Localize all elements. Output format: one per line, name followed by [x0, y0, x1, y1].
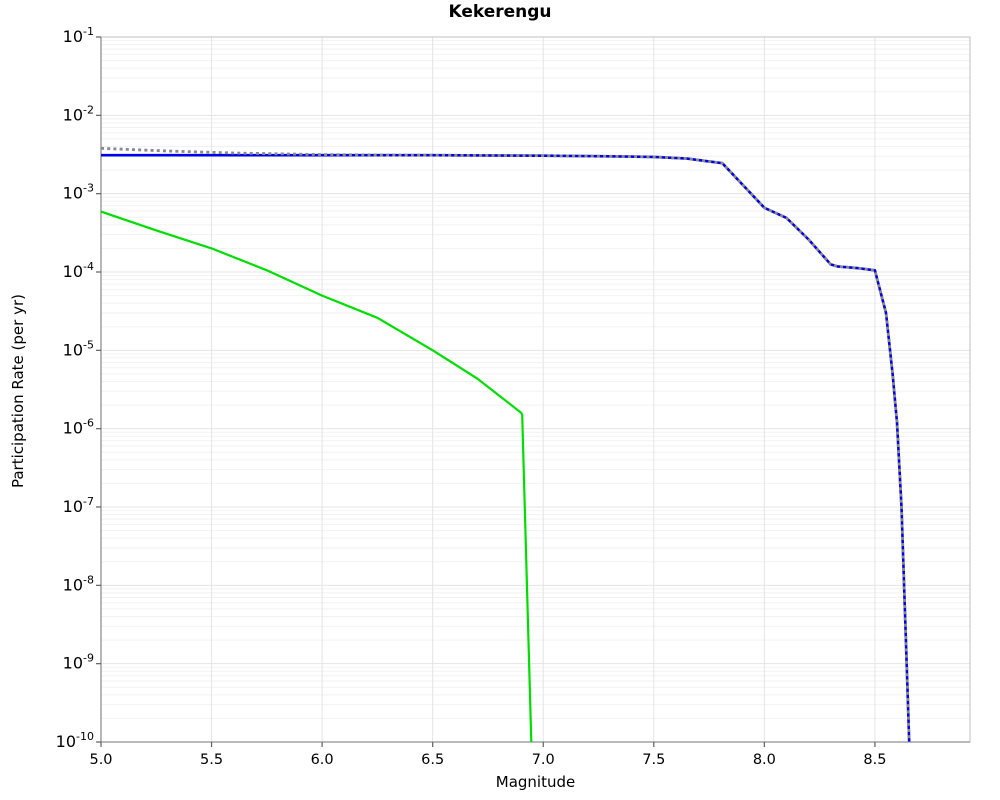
series-line-green-solid — [100, 210, 533, 743]
series-line-gray-dotted — [100, 146, 911, 743]
x-tick-label: 7.0 — [532, 752, 555, 768]
y-tick-label: 10-3 — [63, 182, 94, 203]
y-tick-label: 10-10 — [56, 730, 94, 751]
x-tick-label: 6.5 — [421, 752, 444, 768]
x-tick-label: 8.0 — [753, 752, 776, 768]
x-tick-label: 6.0 — [311, 752, 334, 768]
x-tick-label: 8.5 — [863, 752, 886, 768]
plot-frame — [100, 36, 971, 743]
y-tick-label: 10-4 — [63, 260, 94, 281]
y-tick-label: 10-8 — [63, 573, 94, 594]
x-tick-label: 5.0 — [89, 752, 112, 768]
x-axis-label: Magnitude — [495, 773, 576, 791]
y-tick-label: 10-2 — [63, 103, 94, 124]
y-tick-label: 10-9 — [63, 652, 94, 673]
y-tick-label: 10-6 — [63, 417, 94, 438]
series-line-blue-solid — [101, 153, 911, 743]
y-tick-label: 10-5 — [63, 338, 94, 359]
y-tick-label: 10-7 — [63, 495, 94, 516]
y-tick-label: 10-1 — [63, 25, 94, 46]
chart-title: Kekerengu — [448, 2, 552, 22]
x-tick-label: 7.5 — [642, 752, 665, 768]
x-tick-label: 5.5 — [200, 752, 223, 768]
